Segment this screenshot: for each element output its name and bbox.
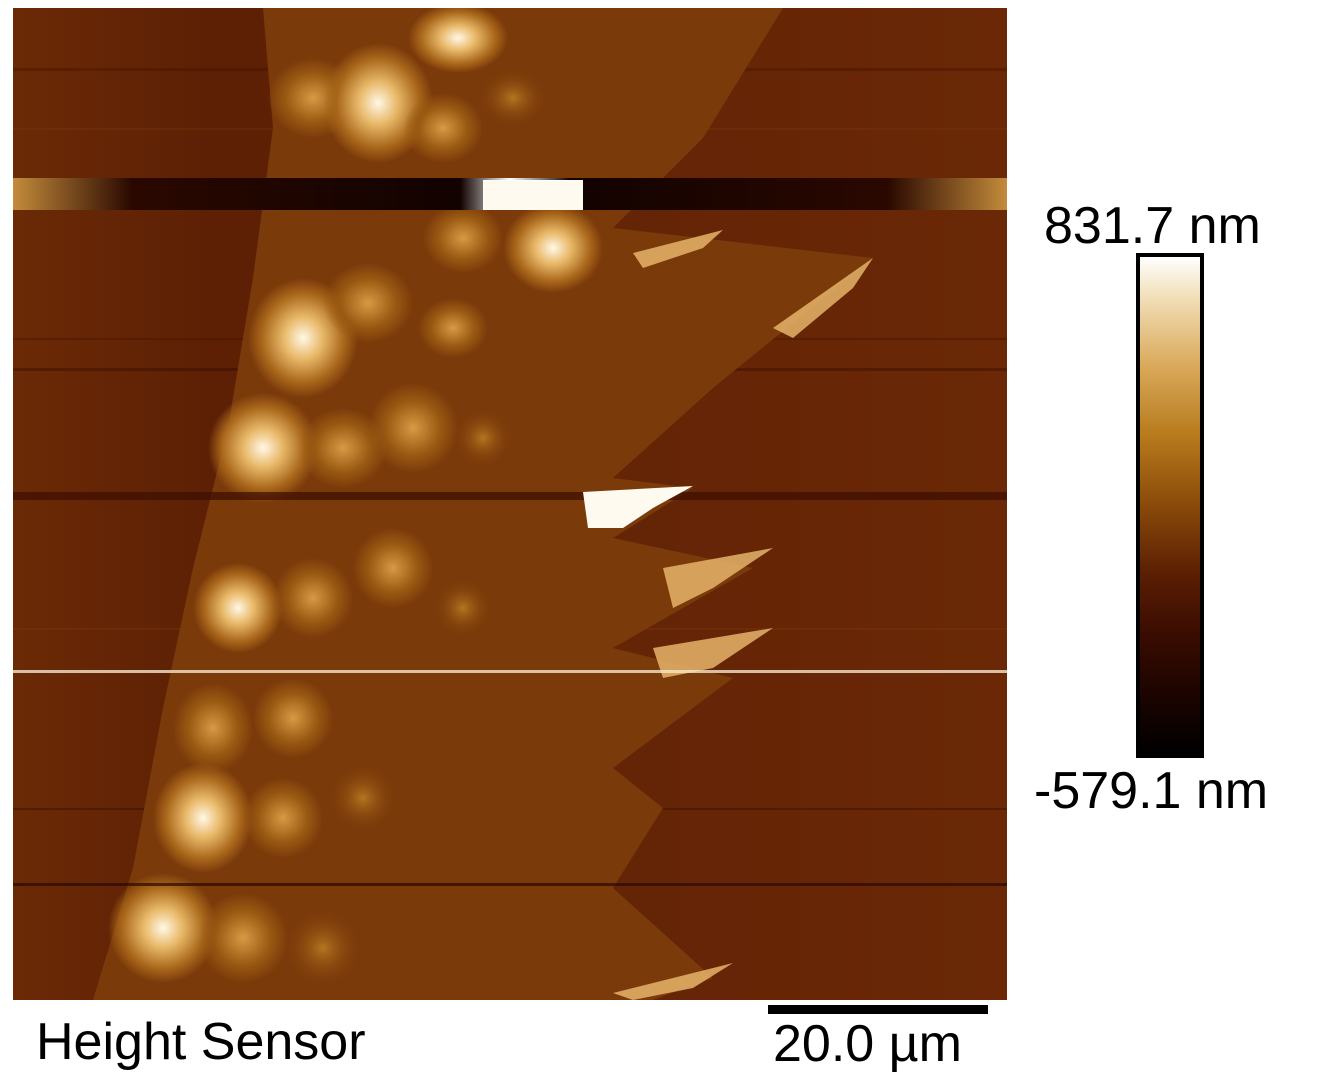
channel-label: Height Sensor [36,1013,366,1071]
colorbar-max-label: 831.7 nm [1044,197,1261,255]
colorbar [1136,253,1204,758]
scale-bar [768,1005,988,1014]
afm-height-image [13,8,1007,1000]
scale-bar-label: 20.0 µm [773,1015,962,1073]
colorbar-min-label: -579.1 nm [1034,762,1269,820]
